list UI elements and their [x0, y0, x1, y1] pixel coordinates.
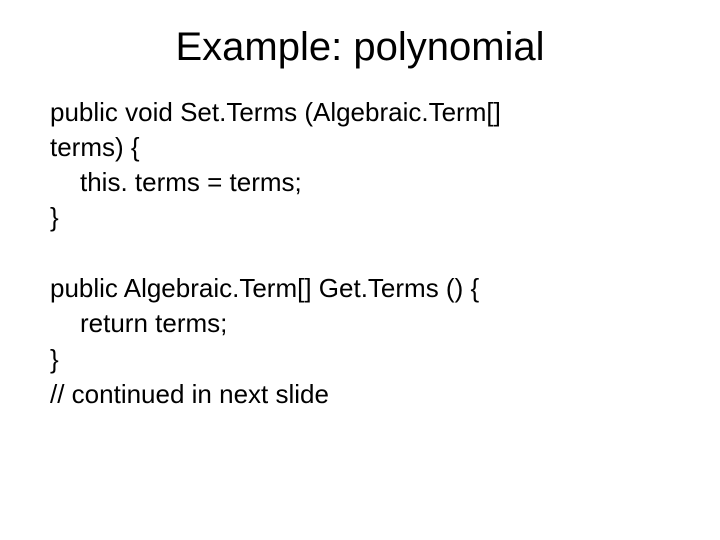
code-line-3: this. terms = terms; [50, 165, 670, 200]
code-line-6: return terms; [50, 306, 670, 341]
code-line-8: // continued in next slide [50, 377, 670, 412]
code-line-2: terms) { [50, 130, 670, 165]
code-line-7: } [50, 342, 670, 377]
code-line-5: public Algebraic.Term[] Get.Terms () { [50, 271, 670, 306]
code-line-4: } [50, 200, 670, 235]
code-block: public void Set.Terms (Algebraic.Term[] … [50, 95, 670, 412]
slide-title: Example: polynomial [50, 25, 670, 70]
blank-spacer [50, 235, 670, 271]
code-line-1: public void Set.Terms (Algebraic.Term[] [50, 95, 670, 130]
